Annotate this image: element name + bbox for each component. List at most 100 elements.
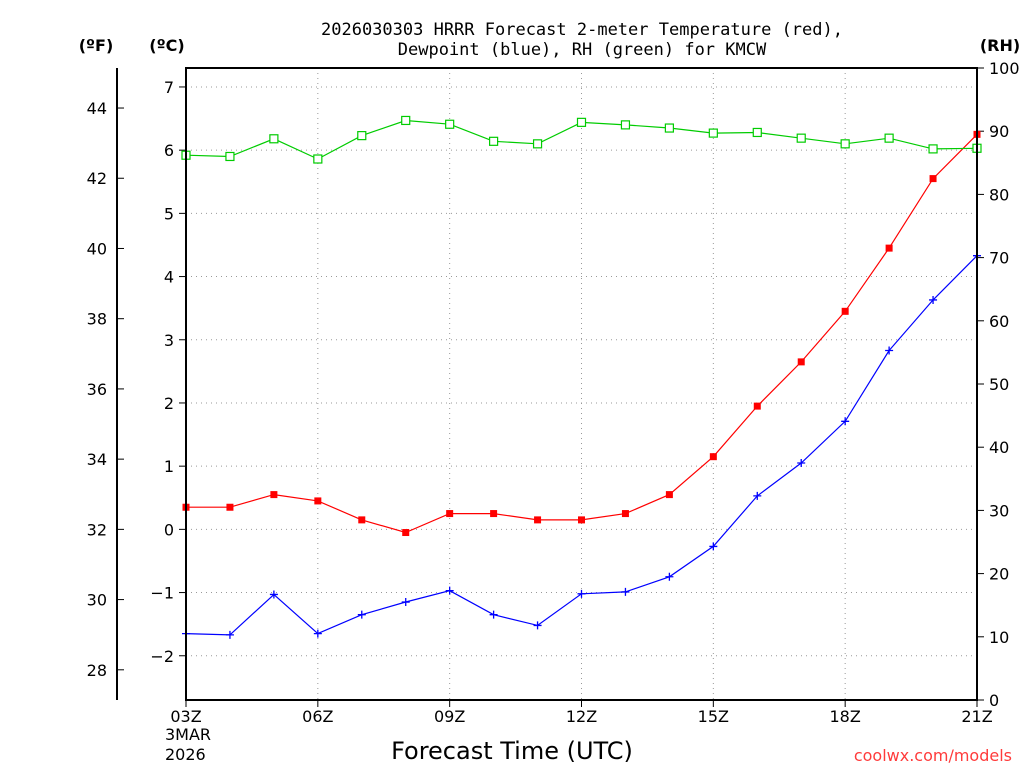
rh-point: [664, 123, 674, 133]
x-tick-label: 21Z: [961, 707, 992, 726]
dewpoint-point: [841, 417, 850, 426]
celsius-tick-label: 2: [164, 394, 174, 413]
temperature-point: [885, 244, 893, 252]
celsius-tick-label: −1: [150, 584, 174, 603]
dewpoint-point: [401, 598, 410, 607]
celsius-tick-label: 4: [164, 268, 174, 287]
temperature-point: [226, 503, 234, 511]
dewpoint-point: [577, 589, 586, 598]
x-tick-label: 12Z: [566, 707, 597, 726]
rh-tick-label: 40: [989, 438, 1009, 457]
rh-point: [928, 144, 938, 154]
dewpoint-point: [665, 572, 674, 581]
plot-frame: [185, 67, 978, 701]
celsius-tick-label: 5: [164, 204, 174, 223]
rh-point: [752, 127, 762, 138]
gridlines: [186, 68, 977, 700]
rh-tick-label: 30: [989, 501, 1009, 520]
dewpoint-point: [445, 586, 454, 595]
axes: 03Z 06Z 09Z 12Z 15Z 18Z 21Z−2−1012345672830323…: [87, 59, 1020, 726]
temperature-point: [270, 491, 278, 499]
rh-tick-label: 0: [989, 691, 999, 710]
rh-tick-label: 80: [989, 185, 1009, 204]
temperature-point: [446, 510, 454, 518]
temperature-point: [929, 175, 937, 183]
rh-tick-label: 100: [989, 59, 1020, 78]
temperature-point: [753, 402, 761, 410]
fahrenheit-tick-label: 42: [87, 169, 107, 188]
rh-point: [489, 136, 499, 146]
rh-tick-label: 50: [989, 375, 1009, 394]
celsius-tick-label: −2: [150, 647, 174, 666]
dewpoint-point: [929, 295, 938, 304]
chart-title-line2: Dewpoint (blue), RH (green) for KMCW: [398, 40, 767, 60]
dewpoint-point: [753, 491, 762, 500]
rh-point: [796, 133, 806, 143]
rh-point: [840, 139, 850, 149]
temperature-point: [709, 453, 717, 461]
rh-point: [576, 117, 587, 127]
rh-tick-label: 70: [989, 249, 1009, 268]
temperature-point: [402, 529, 410, 537]
fahrenheit-tick-label: 32: [87, 520, 107, 539]
fahrenheit-tick-label: 38: [87, 310, 107, 329]
celsius-tick-label: 0: [164, 520, 174, 539]
fahrenheit-tick-label: 30: [87, 591, 107, 610]
x-tick-label: 18Z: [830, 707, 861, 726]
rh-point: [225, 151, 235, 162]
dewpoint-point: [269, 590, 278, 599]
dewpoint-point: [709, 542, 718, 551]
dewpoint-point: [225, 630, 234, 639]
celsius-axis-unit: (ºC): [149, 36, 184, 55]
celsius-tick-label: 1: [164, 457, 174, 476]
rh-axis-unit: (RH): [980, 36, 1020, 55]
celsius-tick-label: 3: [164, 331, 174, 350]
temperature-point: [358, 516, 366, 524]
fahrenheit-tick-label: 36: [87, 380, 107, 399]
rh-point: [401, 115, 411, 126]
rh-tick-label: 20: [989, 565, 1009, 584]
temperature-point: [534, 516, 542, 524]
fahrenheit-tick-label: 40: [87, 239, 107, 258]
temperature-point: [314, 497, 322, 505]
rh-point: [708, 128, 718, 138]
x-tick-label: 03Z: [170, 707, 201, 726]
date-label-line2: 2026: [165, 745, 206, 764]
x-tick-label: 15Z: [698, 707, 729, 726]
temperature-point: [578, 516, 585, 524]
rh-point: [357, 131, 367, 141]
celsius-tick-label: 6: [164, 141, 174, 160]
x-axis-title: Forecast Time (UTC): [391, 737, 633, 765]
temperature-point: [797, 358, 805, 366]
credit-text: coolwx.com/models: [854, 746, 1012, 765]
dewpoint-point: [797, 459, 806, 467]
fahrenheit-tick-label: 34: [87, 450, 107, 469]
x-tick-label: 06Z: [302, 707, 333, 726]
rh-point: [620, 120, 631, 130]
rh-tick-label: 10: [989, 628, 1009, 647]
dewpoint-point: [533, 621, 542, 630]
celsius-tick-label: 7: [164, 78, 174, 97]
rh-point: [884, 133, 894, 143]
rh-point: [445, 119, 455, 129]
chart-title-line1: 2026030303 HRRR Forecast 2-meter Tempera…: [321, 20, 843, 40]
temperature-point: [665, 491, 673, 499]
dewpoint-point: [621, 587, 630, 596]
dewpoint-point: [885, 346, 894, 355]
fahrenheit-tick-label: 44: [87, 99, 107, 118]
fahrenheit-axis-unit: (ºF): [79, 36, 114, 55]
dewpoint-point: [489, 610, 498, 619]
rh-point: [532, 139, 543, 149]
data-series: [181, 115, 982, 639]
fahrenheit-tick-label: 28: [87, 661, 107, 680]
dewpoint-point: [357, 610, 366, 619]
temperature-point: [621, 510, 629, 518]
rh-point: [269, 134, 279, 144]
x-tick-label: 09Z: [434, 707, 465, 726]
date-label-line1: 3MAR: [165, 725, 211, 744]
temperature-point: [490, 510, 498, 518]
rh-tick-label: 90: [989, 122, 1009, 141]
rh-tick-label: 60: [989, 312, 1009, 331]
dewpoint-point: [313, 629, 322, 638]
